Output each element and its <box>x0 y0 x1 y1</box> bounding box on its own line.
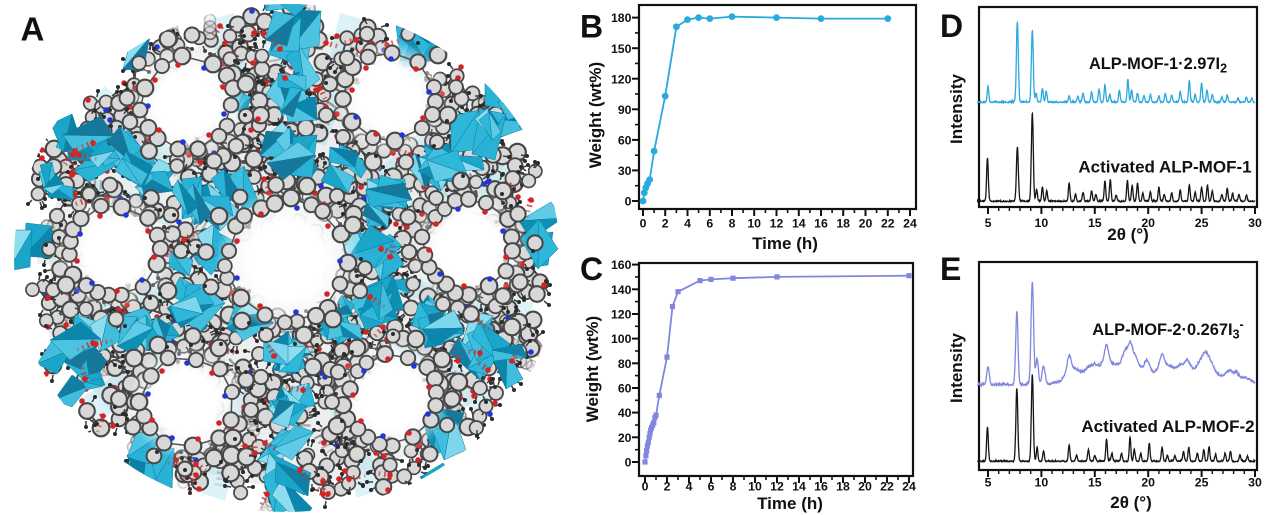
svg-text:18: 18 <box>836 217 850 231</box>
svg-text:30: 30 <box>1248 216 1262 230</box>
svg-text:Time (h): Time (h) <box>752 234 818 253</box>
svg-text:Weight (wt%): Weight (wt%) <box>586 62 605 168</box>
svg-text:60: 60 <box>618 382 632 396</box>
svg-text:0: 0 <box>625 195 632 209</box>
svg-text:120: 120 <box>611 308 632 322</box>
svg-text:ALP-MOF-2·0.267I3-: ALP-MOF-2·0.267I3- <box>1092 318 1243 342</box>
svg-text:25: 25 <box>1195 476 1209 490</box>
svg-text:40: 40 <box>618 406 632 420</box>
svg-text:5: 5 <box>985 216 992 230</box>
svg-text:100: 100 <box>611 332 632 346</box>
svg-text:150: 150 <box>611 42 632 56</box>
svg-text:6: 6 <box>708 480 715 494</box>
svg-text:2θ (°): 2θ (°) <box>1110 493 1152 512</box>
svg-text:10: 10 <box>748 480 762 494</box>
svg-text:120: 120 <box>611 72 632 86</box>
svg-text:30: 30 <box>618 164 632 178</box>
svg-text:10: 10 <box>1035 216 1049 230</box>
svg-text:90: 90 <box>618 103 632 117</box>
svg-text:0: 0 <box>642 480 649 494</box>
svg-text:20: 20 <box>618 431 632 445</box>
svg-text:Weight (wt%): Weight (wt%) <box>583 316 602 422</box>
svg-text:14: 14 <box>792 217 806 231</box>
svg-text:15: 15 <box>1088 216 1102 230</box>
svg-text:12: 12 <box>770 217 784 231</box>
svg-text:16: 16 <box>814 217 828 231</box>
svg-text:10: 10 <box>1035 476 1049 490</box>
svg-text:4: 4 <box>684 217 691 231</box>
svg-text:16: 16 <box>814 480 828 494</box>
svg-text:25: 25 <box>1195 216 1209 230</box>
svg-text:Intensity: Intensity <box>947 333 966 403</box>
svg-text:14: 14 <box>792 480 806 494</box>
svg-text:22: 22 <box>881 217 895 231</box>
svg-text:160: 160 <box>611 258 632 272</box>
svg-text:140: 140 <box>611 283 632 297</box>
svg-text:Intensity: Intensity <box>947 74 966 144</box>
svg-text:12: 12 <box>770 480 784 494</box>
svg-text:A: A <box>21 11 45 48</box>
svg-text:D: D <box>940 8 963 44</box>
svg-text:ALP-MOF-1·2.97I2: ALP-MOF-1·2.97I2 <box>1089 55 1227 76</box>
svg-text:6: 6 <box>706 217 713 231</box>
svg-text:0: 0 <box>625 456 632 470</box>
svg-text:2: 2 <box>662 217 669 231</box>
svg-text:C: C <box>580 251 603 287</box>
svg-text:60: 60 <box>618 134 632 148</box>
svg-text:24: 24 <box>902 480 916 494</box>
svg-text:B: B <box>580 9 603 45</box>
svg-text:30: 30 <box>1248 476 1262 490</box>
svg-text:2θ (°): 2θ (°) <box>1107 225 1149 244</box>
svg-text:80: 80 <box>618 357 632 371</box>
svg-text:15: 15 <box>1088 476 1102 490</box>
svg-text:E: E <box>940 251 961 287</box>
svg-text:2: 2 <box>664 480 671 494</box>
svg-text:18: 18 <box>836 480 850 494</box>
svg-text:20: 20 <box>858 480 872 494</box>
svg-text:22: 22 <box>880 480 894 494</box>
svg-text:0: 0 <box>640 217 647 231</box>
svg-text:20: 20 <box>859 217 873 231</box>
svg-text:4: 4 <box>686 480 693 494</box>
svg-text:Activated ALP-MOF-2: Activated ALP-MOF-2 <box>1081 417 1254 436</box>
svg-text:8: 8 <box>730 480 737 494</box>
svg-text:Time (h): Time (h) <box>757 494 823 513</box>
svg-text:24: 24 <box>903 217 917 231</box>
svg-text:8: 8 <box>729 217 736 231</box>
svg-text:180: 180 <box>611 11 632 25</box>
svg-text:5: 5 <box>985 476 992 490</box>
svg-text:10: 10 <box>747 217 761 231</box>
svg-text:20: 20 <box>1141 476 1155 490</box>
svg-text:Activated ALP-MOF-1: Activated ALP-MOF-1 <box>1078 158 1251 177</box>
